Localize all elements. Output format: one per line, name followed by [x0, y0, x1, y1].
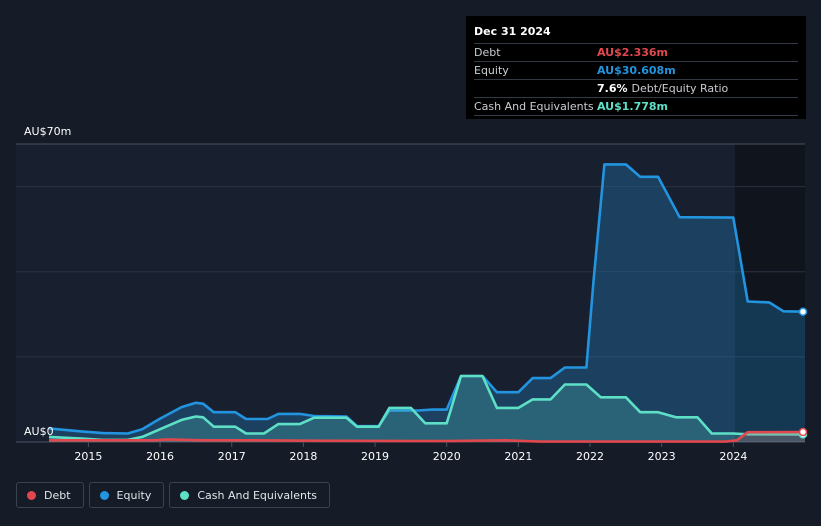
tooltip-row-cash: Cash And Equivalents AU$1.778m: [474, 97, 798, 116]
series-layer: [48, 163, 806, 443]
cash-and-equivalents-area: [49, 376, 805, 442]
tooltip-date: Dec 31 2024: [474, 25, 551, 38]
x-tick-label: 2023: [648, 450, 676, 463]
tooltip-row-debt: Debt AU$2.336m: [474, 43, 798, 61]
legend: Debt Equity Cash And Equivalents: [16, 482, 330, 508]
y-axis-zero-label: AU$0: [24, 425, 54, 438]
tooltip-equity-value: AU$30.608m: [597, 64, 676, 77]
x-axis-ticks: 2015 2016 2017 2018 2019 2020 2021 2022 2023 2024: [74, 442, 747, 463]
legend-item-cash[interactable]: Cash And Equivalents: [169, 482, 330, 508]
tooltip-cash-label: Cash And Equivalents: [474, 100, 594, 113]
legend-debt-swatch: [27, 490, 36, 500]
debt-line: [49, 430, 806, 443]
legend-equity-swatch: [99, 490, 109, 500]
legend-equity-label: Equity: [116, 488, 152, 502]
x-tick-label: 2017: [218, 450, 246, 463]
equity-line: [48, 163, 806, 435]
end-markers: [798, 307, 808, 439]
tooltip-row-equity: Equity AU$30.608m: [474, 61, 798, 79]
x-tick-label: 2015: [74, 450, 102, 463]
tooltip-ratio-label: Debt/Equity Ratio: [631, 82, 729, 95]
cash-and-equivalents-line: [48, 374, 806, 442]
x-tick-label: 2022: [576, 450, 604, 463]
tooltip-ratio-value: 7.6%: [597, 82, 628, 95]
legend-item-debt[interactable]: Debt: [16, 482, 84, 508]
tooltip-debt-label: Debt: [474, 46, 501, 59]
legend-cash-label: Cash And Equivalents: [197, 488, 317, 502]
x-tick-label: 2021: [504, 450, 532, 463]
legend-cash-swatch: [180, 490, 190, 500]
debt-end-marker: [798, 427, 808, 437]
equity-end-marker: [798, 307, 808, 316]
legend-debt-label: Debt: [44, 488, 71, 502]
tooltip-cash-value: AU$1.778m: [597, 100, 669, 113]
y-axis-top-label: AU$70m: [24, 125, 71, 138]
x-tick-label: 2019: [361, 450, 389, 463]
x-tick-label: 2016: [146, 450, 174, 463]
tooltip-row-ratio: 7.6% Debt/Equity Ratio: [474, 79, 798, 97]
x-tick-label: 2018: [289, 450, 317, 463]
plot-area: [16, 144, 805, 442]
tooltip: Dec 31 2024 Debt AU$2.336m Equity AU$30.…: [466, 16, 806, 119]
legend-item-equity[interactable]: Equity: [88, 482, 165, 508]
x-tick-label: 2024: [719, 450, 747, 463]
equity-area: [49, 164, 805, 442]
tooltip-equity-label: Equity: [474, 64, 509, 77]
x-tick-label: 2020: [433, 450, 461, 463]
tooltip-debt-value: AU$2.336m: [597, 46, 669, 59]
